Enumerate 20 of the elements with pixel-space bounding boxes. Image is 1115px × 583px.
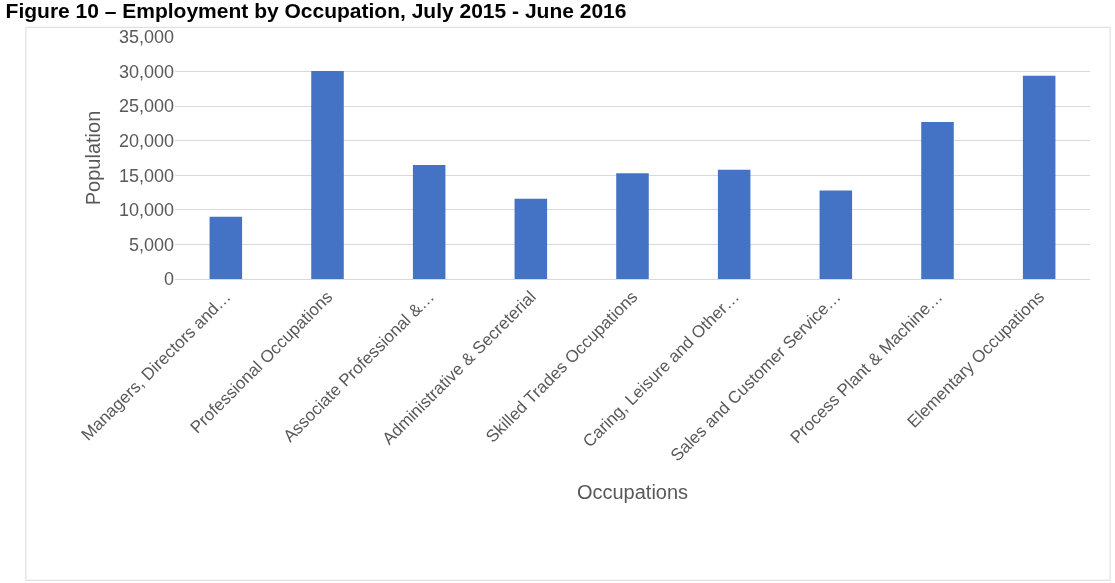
bar — [819, 190, 853, 279]
y-tick-label: 15,000 — [118, 165, 174, 186]
bar — [921, 122, 954, 279]
x-axis-title: Occupations — [576, 480, 689, 503]
y-axis-title: Population — [82, 110, 105, 206]
y-tick-label: 0 — [163, 269, 174, 290]
bar — [514, 198, 548, 279]
bar — [209, 216, 243, 279]
y-tick-label: 25,000 — [118, 96, 174, 117]
y-tick-label: 20,000 — [118, 131, 174, 152]
bar — [1022, 75, 1056, 279]
bar — [616, 173, 649, 279]
bar — [717, 169, 751, 279]
bar — [311, 70, 344, 279]
y-tick-label: 5,000 — [128, 234, 174, 255]
y-tick-label: 35,000 — [118, 27, 174, 48]
y-tick-label: 30,000 — [118, 61, 174, 82]
bar — [412, 164, 446, 279]
chart-title: Figure 10 – Employment by Occupation, July 2015 - June 2016 — [5, 0, 627, 22]
y-tick-label: 10,000 — [118, 200, 174, 221]
